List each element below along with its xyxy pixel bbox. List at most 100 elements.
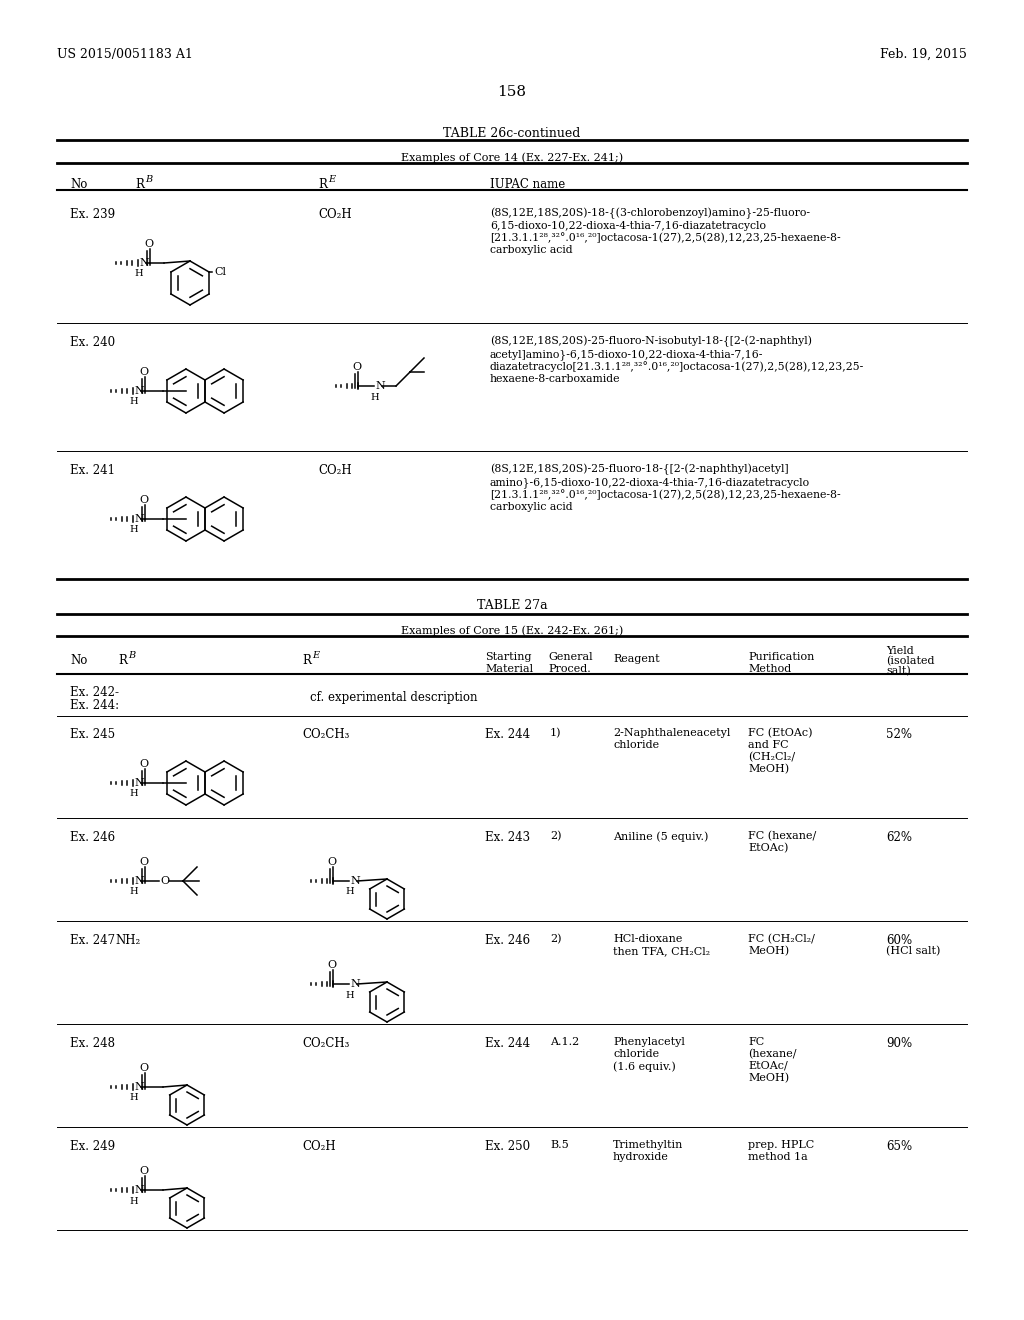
Text: E: E <box>312 651 319 660</box>
Text: method 1a: method 1a <box>748 1152 808 1162</box>
Text: EtOAc): EtOAc) <box>748 843 788 853</box>
Text: Purification: Purification <box>748 652 814 663</box>
Text: N: N <box>134 777 143 788</box>
Text: N: N <box>134 1082 143 1092</box>
Text: CO₂H: CO₂H <box>302 1140 336 1152</box>
Text: R: R <box>318 178 327 191</box>
Text: Ex. 247: Ex. 247 <box>70 935 115 946</box>
Text: N: N <box>134 385 143 396</box>
Text: (8S,12E,18S,20S)-18-{(3-chlorobenzoyl)amino}-25-fluoro-
6,15-dioxo-10,22-dioxa-4: (8S,12E,18S,20S)-18-{(3-chlorobenzoyl)am… <box>490 209 841 255</box>
Text: Ex. 246: Ex. 246 <box>485 935 530 946</box>
Text: N: N <box>134 513 143 524</box>
Text: Aniline (5 equiv.): Aniline (5 equiv.) <box>613 832 709 842</box>
Text: O: O <box>328 960 337 970</box>
Text: (CH₂Cl₂/: (CH₂Cl₂/ <box>748 752 795 763</box>
Text: H: H <box>371 392 379 401</box>
Text: IUPAC name: IUPAC name <box>490 178 565 191</box>
Text: O: O <box>139 495 148 506</box>
Text: 158: 158 <box>498 84 526 99</box>
Text: O: O <box>352 362 361 372</box>
Text: Ex. 246: Ex. 246 <box>70 832 115 843</box>
Text: Material: Material <box>485 664 534 675</box>
Text: TABLE 26c-continued: TABLE 26c-continued <box>443 127 581 140</box>
Text: FC (CH₂Cl₂/: FC (CH₂Cl₂/ <box>748 935 815 944</box>
Text: then TFA, CH₂Cl₂: then TFA, CH₂Cl₂ <box>613 946 710 956</box>
Text: MeOH): MeOH) <box>748 764 790 775</box>
Text: Reagent: Reagent <box>613 653 659 664</box>
Text: N: N <box>375 381 385 391</box>
Text: Ex. 241: Ex. 241 <box>70 465 115 477</box>
Text: hydroxide: hydroxide <box>613 1152 669 1162</box>
Text: H: H <box>346 990 354 999</box>
Text: Ex. 248: Ex. 248 <box>70 1038 115 1049</box>
Text: EtOAc/: EtOAc/ <box>748 1061 787 1071</box>
Text: Proced.: Proced. <box>548 664 591 675</box>
Text: (isolated: (isolated <box>886 656 935 667</box>
Text: (8S,12E,18S,20S)-25-fluoro-N-isobutyl-18-{[2-(2-naphthyl)
acetyl]amino}-6,15-dio: (8S,12E,18S,20S)-25-fluoro-N-isobutyl-18… <box>490 337 864 384</box>
Text: O: O <box>139 759 148 770</box>
Text: H: H <box>135 269 143 279</box>
Text: R: R <box>302 653 311 667</box>
Text: Ex. 243: Ex. 243 <box>485 832 530 843</box>
Text: 65%: 65% <box>886 1140 912 1152</box>
Text: H: H <box>130 1093 138 1102</box>
Text: 90%: 90% <box>886 1038 912 1049</box>
Text: (hexane/: (hexane/ <box>748 1049 797 1060</box>
Text: No: No <box>70 178 87 191</box>
Text: Starting: Starting <box>485 652 531 663</box>
Text: Examples of Core 15 (Ex. 242-Ex. 261;): Examples of Core 15 (Ex. 242-Ex. 261;) <box>400 624 624 635</box>
Text: FC: FC <box>748 1038 764 1047</box>
Text: 60%: 60% <box>886 935 912 946</box>
Text: N: N <box>350 979 359 989</box>
Text: 2-Naphthaleneacetyl: 2-Naphthaleneacetyl <box>613 729 730 738</box>
Text: A.1.2: A.1.2 <box>550 1038 580 1047</box>
Text: chloride: chloride <box>613 741 659 750</box>
Text: CO₂H: CO₂H <box>318 465 351 477</box>
Text: H: H <box>346 887 354 896</box>
Text: O: O <box>139 367 148 378</box>
Text: O: O <box>139 1063 148 1073</box>
Text: Ex. 244: Ex. 244 <box>485 729 530 741</box>
Text: B: B <box>145 176 153 183</box>
Text: Ex. 240: Ex. 240 <box>70 337 115 348</box>
Text: H: H <box>130 887 138 896</box>
Text: FC (hexane/: FC (hexane/ <box>748 832 816 841</box>
Text: H: H <box>130 397 138 407</box>
Text: salt): salt) <box>886 667 910 676</box>
Text: Examples of Core 14 (Ex. 227-Ex. 241;): Examples of Core 14 (Ex. 227-Ex. 241;) <box>401 152 623 162</box>
Text: General: General <box>548 652 593 663</box>
Text: prep. HPLC: prep. HPLC <box>748 1140 814 1150</box>
Text: Method: Method <box>748 664 792 675</box>
Text: and FC: and FC <box>748 741 788 750</box>
Text: Feb. 19, 2015: Feb. 19, 2015 <box>880 48 967 61</box>
Text: H: H <box>130 789 138 799</box>
Text: O: O <box>139 1166 148 1176</box>
Text: O: O <box>328 857 337 867</box>
Text: N: N <box>350 876 359 886</box>
Text: B.5: B.5 <box>550 1140 568 1150</box>
Text: cf. experimental description: cf. experimental description <box>310 690 477 704</box>
Text: O: O <box>144 239 154 249</box>
Text: R: R <box>118 653 127 667</box>
Text: CO₂CH₃: CO₂CH₃ <box>302 1038 349 1049</box>
Text: Ex. 244: Ex. 244 <box>485 1038 530 1049</box>
Text: Ex. 250: Ex. 250 <box>485 1140 530 1152</box>
Text: Ex. 244:: Ex. 244: <box>70 700 119 711</box>
Text: Phenylacetyl: Phenylacetyl <box>613 1038 685 1047</box>
Text: TABLE 27a: TABLE 27a <box>477 599 547 612</box>
Text: Ex. 242-: Ex. 242- <box>70 686 119 700</box>
Text: NH₂: NH₂ <box>115 935 140 946</box>
Text: O: O <box>160 876 169 886</box>
Text: R: R <box>135 178 144 191</box>
Text: CO₂H: CO₂H <box>318 209 351 220</box>
Text: N: N <box>134 876 143 886</box>
Text: 1): 1) <box>550 729 561 738</box>
Text: E: E <box>328 176 335 183</box>
Text: CO₂CH₃: CO₂CH₃ <box>302 729 349 741</box>
Text: 52%: 52% <box>886 729 912 741</box>
Text: chloride: chloride <box>613 1049 659 1059</box>
Text: Trimethyltin: Trimethyltin <box>613 1140 683 1150</box>
Text: O: O <box>139 857 148 867</box>
Text: MeOH): MeOH) <box>748 1073 790 1084</box>
Text: 2): 2) <box>550 832 561 841</box>
